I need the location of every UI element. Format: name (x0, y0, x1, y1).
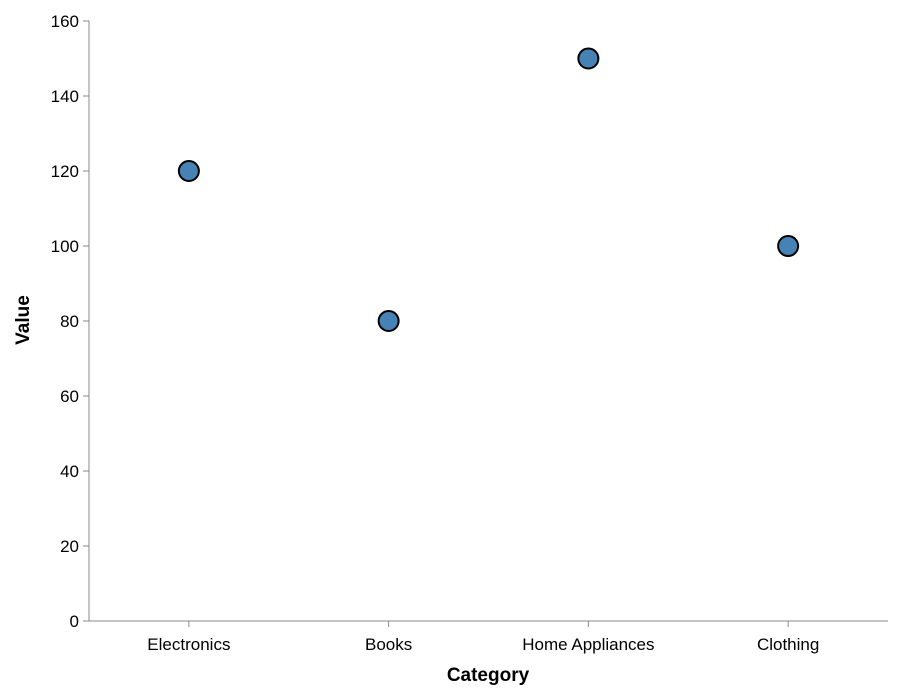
x-axis-title: Category (447, 665, 530, 686)
data-point[interactable] (777, 235, 800, 257)
data-point[interactable] (177, 160, 200, 182)
x-axis: Electronics Books Home Appliances Clothing (89, 620, 888, 654)
y-tick-label: 20 (60, 537, 79, 556)
y-axis: 0 20 40 60 80 100 120 140 160 (51, 12, 90, 631)
x-tick-label: Home Appliances (522, 635, 654, 654)
y-axis-title: Value (13, 295, 34, 345)
y-tick-label: 0 (70, 612, 79, 631)
y-tick-label: 120 (51, 162, 79, 181)
x-tick-label: Electronics (147, 635, 230, 654)
y-tick-label: 140 (51, 87, 79, 106)
y-tick-label: 100 (51, 237, 79, 256)
data-points (177, 47, 800, 332)
y-tick-label: 160 (51, 12, 79, 31)
data-point[interactable] (377, 310, 400, 332)
x-tick-label: Books (365, 635, 412, 654)
y-tick-label: 60 (60, 387, 79, 406)
data-point[interactable] (577, 47, 600, 70)
y-tick-label: 80 (60, 312, 79, 331)
x-tick-label: Clothing (757, 635, 819, 654)
y-tick-label: 40 (60, 462, 79, 481)
